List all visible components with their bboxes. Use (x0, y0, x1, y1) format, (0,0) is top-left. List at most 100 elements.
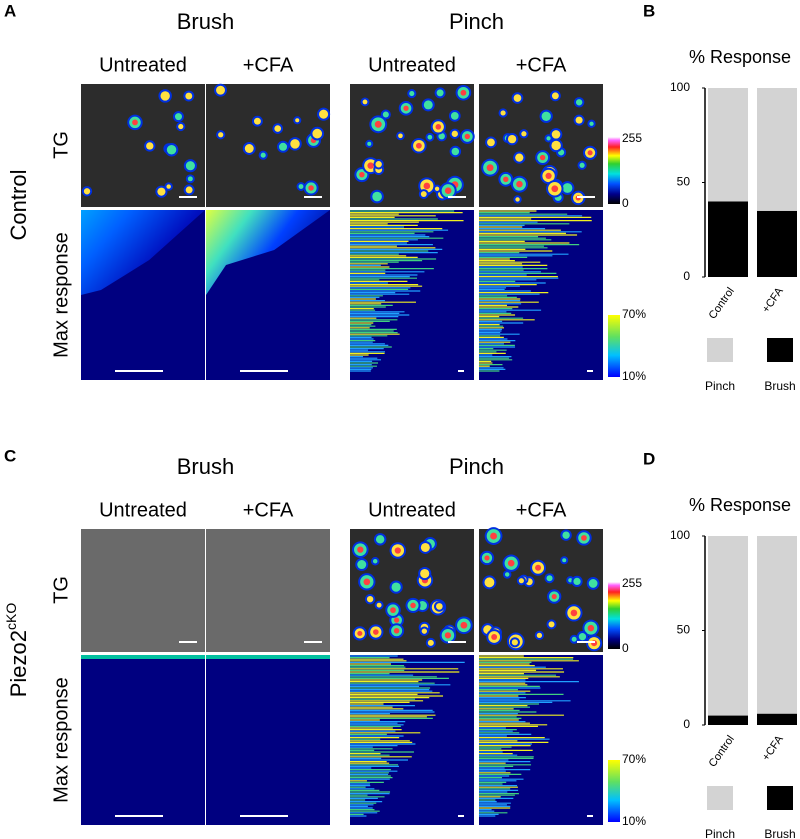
cell (420, 191, 427, 197)
cell (545, 172, 552, 179)
cell (374, 120, 382, 128)
cell (393, 628, 400, 634)
colorbar-label: 0 (622, 196, 629, 210)
group-title: Brush (177, 9, 234, 34)
y-tick-label: 100 (670, 528, 690, 542)
row-title: TG (50, 576, 72, 604)
cell (434, 186, 440, 191)
cell (503, 176, 509, 183)
row-title: Max response (50, 677, 72, 803)
cell (160, 91, 170, 101)
bar-segment (757, 536, 797, 714)
cell (357, 560, 367, 570)
cell (587, 150, 593, 156)
cell (516, 180, 523, 188)
cell (546, 575, 553, 582)
cell (415, 142, 422, 149)
legend-label: Pinch (705, 379, 735, 393)
cell (185, 92, 193, 100)
cell (551, 130, 561, 139)
legend-swatch (707, 338, 733, 362)
cell (359, 171, 365, 178)
cell (451, 130, 458, 137)
cell (185, 186, 193, 194)
chart-title: % Response (689, 495, 791, 515)
cell (185, 161, 195, 171)
response-colorbar (608, 760, 620, 822)
cell (312, 128, 323, 139)
group-title: Pinch (449, 9, 504, 34)
cell (491, 634, 498, 640)
cell (366, 595, 374, 603)
group-title: Brush (177, 454, 234, 479)
cell (541, 111, 551, 121)
cell (571, 636, 577, 642)
cell (295, 118, 300, 123)
cell (435, 124, 442, 130)
cell (460, 89, 467, 96)
row-title: Max response (50, 232, 72, 358)
cell (423, 100, 433, 110)
cell (548, 621, 555, 628)
cell (460, 621, 468, 629)
y-tick-label: 0 (683, 717, 690, 731)
cell (436, 89, 444, 97)
cell (427, 134, 433, 140)
cell (420, 568, 430, 579)
cell (423, 182, 431, 190)
cell (394, 547, 401, 554)
row-label-sup: cKO (3, 603, 19, 630)
intensity-colorbar (608, 137, 620, 204)
colorbar-label: 70% (622, 307, 646, 321)
colorbar-label: 255 (622, 131, 642, 145)
cell (568, 578, 573, 583)
heatmap-response (81, 210, 205, 295)
cell (444, 187, 452, 194)
cell (573, 577, 581, 586)
cell (244, 144, 254, 153)
bar-segment (708, 536, 748, 716)
cell (486, 164, 494, 172)
legend-label: Pinch (705, 827, 735, 839)
bar-segment (757, 210, 797, 277)
cell (507, 134, 517, 144)
cell (410, 602, 416, 609)
cell (398, 133, 403, 139)
cell (562, 558, 567, 563)
cell (539, 154, 546, 161)
cell (166, 184, 171, 189)
cell (390, 607, 396, 614)
cell (570, 609, 578, 617)
cell (373, 629, 379, 635)
group-title: Pinch (449, 454, 504, 479)
legend-label: Brush (764, 379, 795, 393)
column-title: Untreated (99, 54, 187, 76)
colorbar-label: 10% (622, 814, 646, 828)
cell (375, 535, 385, 544)
cell (500, 110, 506, 116)
cell (298, 184, 304, 189)
tg-image (81, 529, 205, 652)
column-title: Untreated (368, 54, 456, 76)
cell (178, 123, 184, 130)
cell (444, 632, 452, 639)
heatmap (206, 655, 330, 825)
cell (487, 138, 495, 147)
x-tick-label: +CFA (760, 733, 786, 763)
bar-segment (757, 713, 797, 725)
cell (511, 639, 518, 646)
cell (484, 555, 490, 561)
bar-segment (708, 201, 748, 277)
cell (187, 176, 193, 182)
cell (587, 624, 595, 632)
cell (562, 183, 573, 193)
cell (357, 630, 363, 636)
cell (427, 639, 434, 646)
cell (274, 125, 282, 132)
cell (451, 147, 460, 156)
colorbar-label: 0 (622, 641, 629, 655)
legend-swatch (767, 338, 793, 362)
cell (319, 109, 329, 119)
cell (363, 578, 371, 586)
cell (218, 132, 224, 138)
